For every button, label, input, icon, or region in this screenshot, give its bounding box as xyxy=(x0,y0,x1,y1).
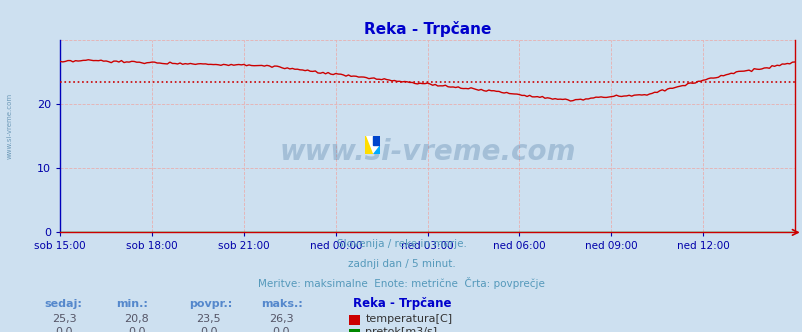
Text: Reka - Trpčane: Reka - Trpčane xyxy=(353,297,452,310)
Text: Slovenija / reke in morje.: Slovenija / reke in morje. xyxy=(336,239,466,249)
Text: 20,8: 20,8 xyxy=(124,314,148,324)
Text: povpr.:: povpr.: xyxy=(188,299,232,309)
Text: www.si-vreme.com: www.si-vreme.com xyxy=(6,93,13,159)
Text: Meritve: maksimalne  Enote: metrične  Črta: povprečje: Meritve: maksimalne Enote: metrične Črta… xyxy=(257,277,545,289)
Polygon shape xyxy=(372,145,379,154)
Polygon shape xyxy=(372,136,379,145)
Text: 0,0: 0,0 xyxy=(55,327,73,332)
Text: zadnji dan / 5 minut.: zadnji dan / 5 minut. xyxy=(347,259,455,269)
Text: temperatura[C]: temperatura[C] xyxy=(365,314,452,324)
Text: 26,3: 26,3 xyxy=(269,314,293,324)
Text: 0,0: 0,0 xyxy=(272,327,290,332)
Text: min.:: min.: xyxy=(116,299,148,309)
Text: 25,3: 25,3 xyxy=(52,314,76,324)
Text: 0,0: 0,0 xyxy=(128,327,145,332)
Text: pretok[m3/s]: pretok[m3/s] xyxy=(365,327,437,332)
Text: sedaj:: sedaj: xyxy=(44,299,82,309)
Text: maks.:: maks.: xyxy=(261,299,302,309)
Polygon shape xyxy=(365,136,372,154)
Text: 0,0: 0,0 xyxy=(200,327,217,332)
Text: www.si-vreme.com: www.si-vreme.com xyxy=(279,137,575,166)
Text: 23,5: 23,5 xyxy=(196,314,221,324)
Title: Reka - Trpčane: Reka - Trpčane xyxy=(363,21,491,37)
